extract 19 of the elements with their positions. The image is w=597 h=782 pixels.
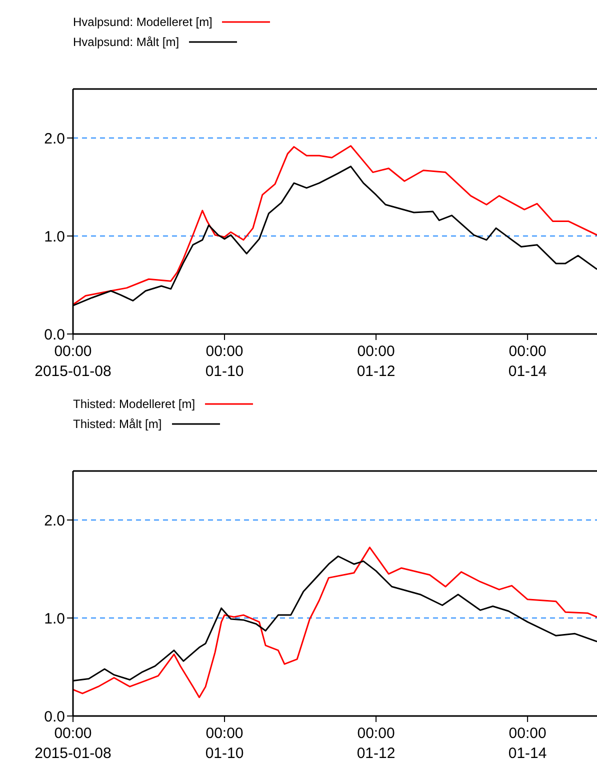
x-tick-label: 00:00 01-12	[356, 343, 396, 380]
x-tick-label: 00:00 01-10	[205, 343, 244, 380]
y-tick-label: 1.0	[44, 228, 65, 246]
y-tick-label: 2.0	[44, 512, 65, 530]
legend-label: Thisted: Målt [m]	[73, 417, 162, 431]
legend-label: Thisted: Modelleret [m]	[73, 397, 196, 411]
legend-label: Hvalpsund: Modelleret [m]	[73, 15, 212, 29]
y-tick-label: 1.0	[44, 610, 65, 628]
x-tick-label: 00:00 2015-01-08	[34, 725, 112, 762]
x-tick-label: 00:00 01-14	[508, 343, 547, 380]
legend-label: Hvalpsund: Målt [m]	[73, 35, 180, 49]
x-tick-label: 00:00 01-10	[205, 725, 244, 762]
y-tick-label: 2.0	[44, 130, 65, 148]
y-tick-label: 0.0	[44, 708, 65, 726]
x-tick-label: 00:00 01-14	[508, 725, 547, 762]
line-series	[73, 546, 597, 698]
x-tick-label: 00:00 2015-01-08	[34, 343, 112, 380]
x-tick-label: 00:00 01-12	[356, 725, 396, 762]
y-tick-label: 0.0	[44, 326, 65, 344]
